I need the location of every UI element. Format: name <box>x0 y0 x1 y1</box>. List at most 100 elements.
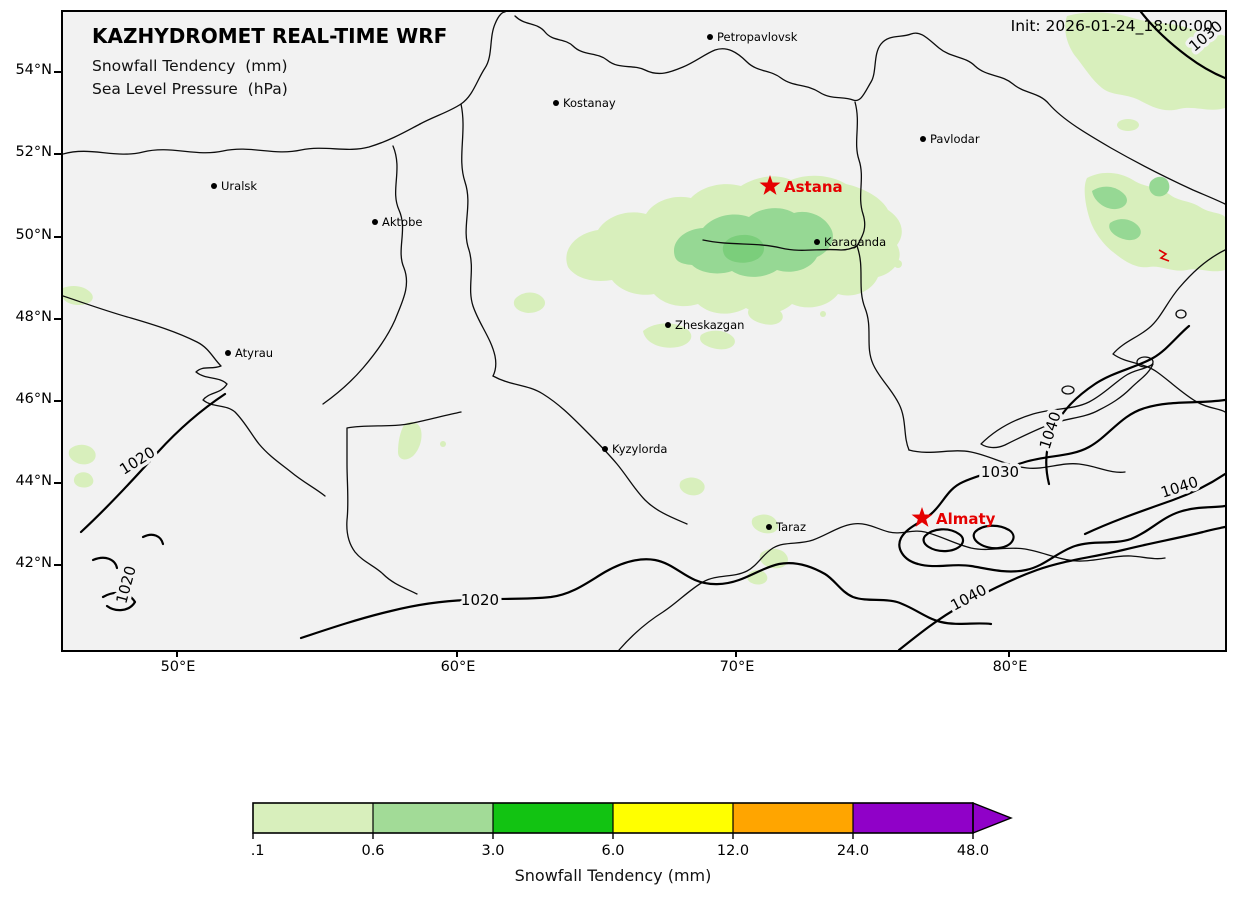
isobar-label-1020: 1020 <box>113 564 140 606</box>
city-dot-kyzylorda <box>602 446 608 452</box>
snow-patch <box>513 292 546 313</box>
almaty-star-icon <box>911 507 933 527</box>
lat-tick-label: 48°N <box>15 309 52 325</box>
city-dot-zheskazgan <box>665 322 671 328</box>
city-label-karaganda: Karaganda <box>824 235 886 249</box>
lat-tick-mark <box>54 236 61 238</box>
city-label-taraz: Taraz <box>775 520 806 534</box>
border-line <box>63 123 421 155</box>
map-canvas: 1020 1020 1020 1030 1030 1040 1040 1040 … <box>63 12 1225 650</box>
border-line <box>908 449 1126 473</box>
isobar-label-1020: 1020 <box>461 591 499 609</box>
border-line <box>702 239 858 251</box>
city-label-kostanay: Kostanay <box>563 96 616 110</box>
snow-patch <box>398 421 422 460</box>
colorbar-segment <box>253 803 373 833</box>
city-dot-petropavlovsk <box>707 34 713 40</box>
colorbar: 0.1 0.6 3.0 6.0 12.0 24.0 48.0 <box>250 801 1013 859</box>
map-plot-area: 1020 1020 1020 1030 1030 1040 1040 1040 … <box>61 10 1227 652</box>
border-line <box>346 411 462 595</box>
snow-patch <box>820 311 826 317</box>
colorbar-segment <box>853 803 973 833</box>
colorbar-tick-label: 0.6 <box>361 843 384 859</box>
isobar-1040 <box>1045 324 1191 486</box>
lat-tick-label: 46°N <box>15 391 52 407</box>
city-label-pavlodar: Pavlodar <box>930 132 980 146</box>
isobar-1030 <box>898 398 1225 573</box>
border-line <box>1175 309 1187 319</box>
snow-patch <box>1065 12 1225 111</box>
city-label-zheskazgan: Zheskazgan <box>675 318 744 332</box>
astana-label: Astana <box>784 178 843 196</box>
colorbar-dividers <box>372 803 854 833</box>
init-time-label: Init: 2026-01-24_18:00:00 <box>1010 17 1213 35</box>
isobar-1030 <box>922 528 964 553</box>
border-line <box>492 375 688 525</box>
lat-tick-mark <box>54 153 61 155</box>
snowfall-shading-core <box>722 234 765 263</box>
isobar-1030 <box>1139 12 1225 80</box>
colorbar-segment <box>493 803 613 833</box>
field-subtitle-snowfall: Snowfall Tendency (mm) <box>92 57 288 75</box>
lat-tick-mark <box>54 482 61 484</box>
snow-patch-medium <box>1109 219 1141 241</box>
lon-tick-label: 50°E <box>160 659 196 675</box>
colorbar-segment <box>373 803 493 833</box>
field-subtitle-pressure: Sea Level Pressure (hPa) <box>92 80 288 98</box>
city-dot-pavlodar <box>920 136 926 142</box>
colorbar-tick-label: 3.0 <box>481 843 504 859</box>
lat-tick-label: 54°N <box>15 62 52 78</box>
lon-tick-label: 80°E <box>992 659 1028 675</box>
city-label-atyrau: Atyrau <box>235 346 273 360</box>
isobar-1020 <box>101 591 137 612</box>
lon-tick-label: 60°E <box>440 659 476 675</box>
colorbar-tick-labels: 0.1 0.6 3.0 6.0 12.0 24.0 48.0 <box>250 843 989 859</box>
border-line <box>618 522 1166 650</box>
city-dot-atyrau <box>225 350 231 356</box>
snow-patch <box>894 260 902 268</box>
colorbar-tick-marks <box>252 833 974 839</box>
red-contour-fragment <box>1158 249 1170 262</box>
snow-patch <box>1117 119 1139 131</box>
city-label-aktobe: Aktobe <box>382 215 422 229</box>
isobar-1020 <box>299 558 993 640</box>
isobar-label-1040: 1040 <box>948 581 990 615</box>
snow-patch <box>748 304 783 325</box>
city-dot-kostanay <box>553 100 559 106</box>
snow-patch <box>440 441 446 447</box>
lat-tick-label: 44°N <box>15 473 52 489</box>
colorbar-tick-label: 0.1 <box>250 843 265 859</box>
border-line <box>322 145 408 405</box>
colorbar-segment <box>613 803 733 833</box>
lat-tick-label: 52°N <box>15 144 52 160</box>
lon-tick-mark <box>456 650 458 657</box>
border-line <box>1061 385 1075 395</box>
almaty-label: Almaty <box>936 510 996 528</box>
isobar-1020 <box>141 533 165 546</box>
snow-patch <box>68 444 96 465</box>
city-markers: Petropavlovsk Kostanay Pavlodar Uralsk A… <box>211 30 980 534</box>
isobar-1040 <box>897 525 1225 650</box>
lake-balkhash-outline <box>980 363 1154 449</box>
snow-patch <box>63 285 93 305</box>
snow-patch-medium <box>1092 186 1127 210</box>
colorbar-tick-label: 6.0 <box>601 843 624 859</box>
lon-tick-label: 70°E <box>719 659 755 675</box>
pressure-isobars <box>79 12 1225 650</box>
lat-tick-mark <box>54 400 61 402</box>
colorbar-segment <box>733 803 853 833</box>
lat-tick-label: 50°N <box>15 227 52 243</box>
city-dot-taraz <box>766 524 772 530</box>
city-dot-karaganda <box>814 239 820 245</box>
border-line <box>1136 356 1154 368</box>
snow-patch-core <box>722 234 765 263</box>
isobar-labels: 1020 1020 1020 1030 1030 1040 1040 1040 <box>109 14 1225 618</box>
city-label-uralsk: Uralsk <box>221 179 257 193</box>
isobar-label-1030: 1030 <box>981 463 1019 481</box>
lat-tick-mark <box>54 318 61 320</box>
colorbar-tick-label: 12.0 <box>717 843 749 859</box>
colorbar-segments <box>253 803 973 833</box>
astana-star-icon <box>759 175 781 195</box>
city-label-petropavlovsk: Petropavlovsk <box>717 30 798 44</box>
